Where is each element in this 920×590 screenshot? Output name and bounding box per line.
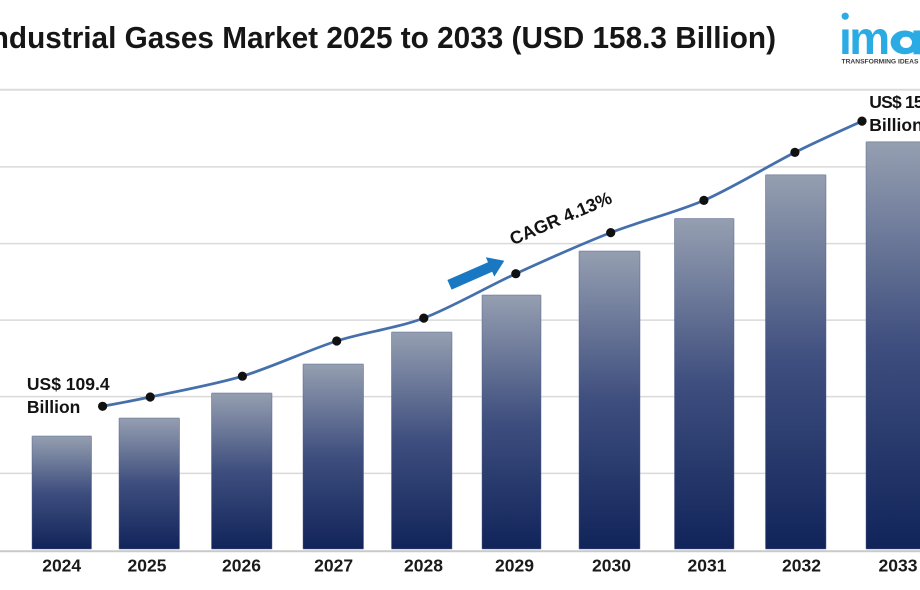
svg-text:2026: 2026	[222, 556, 261, 576]
svg-text:2024: 2024	[42, 556, 81, 576]
svg-text:2029: 2029	[495, 556, 534, 576]
svg-text:CAGR 4.13%: CAGR 4.13%	[507, 188, 615, 249]
svg-text:2030: 2030	[592, 556, 631, 576]
svg-text:Billion: Billion	[869, 115, 920, 135]
svg-text:2032: 2032	[782, 556, 821, 576]
svg-text:2027: 2027	[314, 556, 353, 576]
svg-text:US$ 109.4: US$ 109.4	[27, 374, 110, 394]
svg-text:2033: 2033	[879, 556, 918, 576]
svg-text:Industrial Gases Market 2025 t: Industrial Gases Market 2025 to 2033 (US…	[0, 21, 776, 56]
svg-text:2028: 2028	[404, 556, 443, 576]
svg-text:2025: 2025	[128, 556, 167, 576]
svg-text:US$ 158.3: US$ 158.3	[869, 92, 920, 112]
svg-text:2031: 2031	[688, 556, 727, 576]
svg-text:Billion: Billion	[27, 397, 80, 417]
svg-text:ım: ım	[839, 12, 888, 64]
svg-text:TRANSFORMING IDEAS INTO IMPACT: TRANSFORMING IDEAS INTO IMPACT	[842, 59, 920, 66]
